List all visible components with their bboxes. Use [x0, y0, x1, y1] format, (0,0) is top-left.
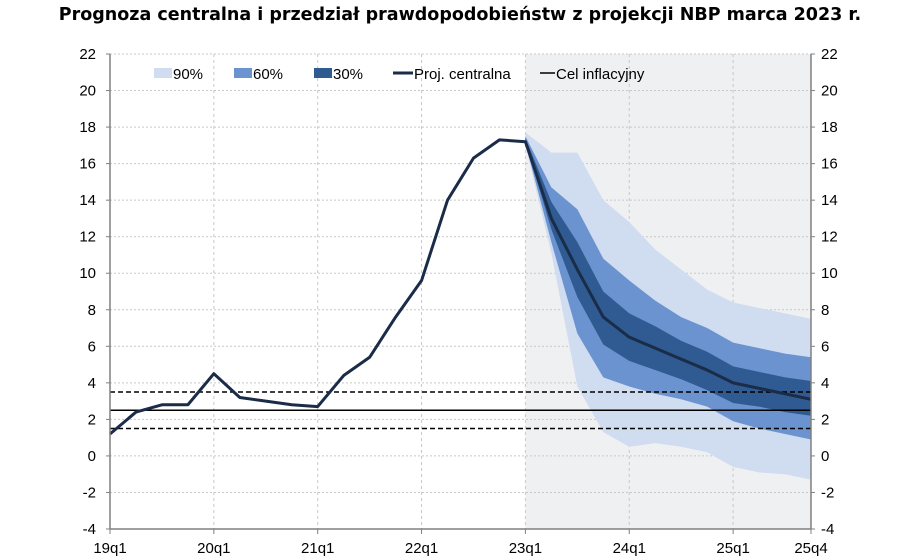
- x-tick-label: 24q1: [613, 540, 646, 557]
- x-tick-label: 19q1: [93, 540, 126, 557]
- legend-swatch: [314, 68, 332, 78]
- legend-swatch: [154, 68, 172, 78]
- y-tick-label-right: 0: [821, 448, 829, 465]
- x-tick-label: 23q1: [509, 540, 542, 557]
- y-tick-label-right: 10: [821, 265, 838, 282]
- y-tick-label-right: 14: [821, 192, 838, 209]
- legend-label: 30%: [333, 66, 363, 83]
- x-tick-label: 20q1: [197, 540, 230, 557]
- y-tick-label-left: -2: [83, 484, 96, 501]
- y-tick-label-left: 16: [79, 156, 96, 173]
- band-60pct: [525, 136, 811, 440]
- y-tick-label-right: -2: [821, 484, 834, 501]
- legend-label: 90%: [173, 66, 203, 83]
- y-tick-label-left: -4: [83, 521, 96, 538]
- legend-label: 60%: [253, 66, 283, 83]
- y-tick-label-left: 20: [79, 83, 96, 100]
- x-tick-label: 22q1: [405, 540, 438, 557]
- y-tick-label-right: 18: [821, 119, 838, 136]
- y-tick-label-left: 14: [79, 192, 96, 209]
- central-projection-line: [109, 138, 812, 436]
- y-tick-label-left: 4: [88, 375, 96, 392]
- y-tick-label-left: 12: [79, 229, 96, 246]
- y-tick-label-left: 0: [88, 448, 96, 465]
- y-tick-label-right: 8: [821, 302, 829, 319]
- y-tick-label-right: 2: [821, 411, 829, 428]
- y-tick-label-left: 6: [88, 338, 96, 355]
- x-tick-label: 25q1: [716, 540, 749, 557]
- y-tick-label-right: 20: [821, 83, 838, 100]
- y-tick-label-right: 22: [821, 46, 838, 63]
- y-tick-label-left: 8: [88, 302, 96, 319]
- y-tick-label-left: 10: [79, 265, 96, 282]
- y-tick-label-right: 16: [821, 156, 838, 173]
- legend-label: Proj. centralna: [414, 66, 511, 83]
- legend-label: Cel inflacyjny: [556, 66, 645, 83]
- x-tick-label: 25q4: [794, 540, 827, 557]
- y-tick-label-right: 12: [821, 229, 838, 246]
- legend-swatch: [234, 68, 252, 78]
- y-tick-label-left: 22: [79, 46, 96, 63]
- y-tick-label-right: -4: [821, 521, 834, 538]
- x-tick-label: 21q1: [301, 540, 334, 557]
- y-tick-label-left: 2: [88, 411, 96, 428]
- y-tick-label-right: 4: [821, 375, 829, 392]
- chart-title: Prognoza centralna i przedział prawdopod…: [58, 5, 862, 25]
- y-tick-label-left: 18: [79, 119, 96, 136]
- y-tick-label-right: 6: [821, 338, 829, 355]
